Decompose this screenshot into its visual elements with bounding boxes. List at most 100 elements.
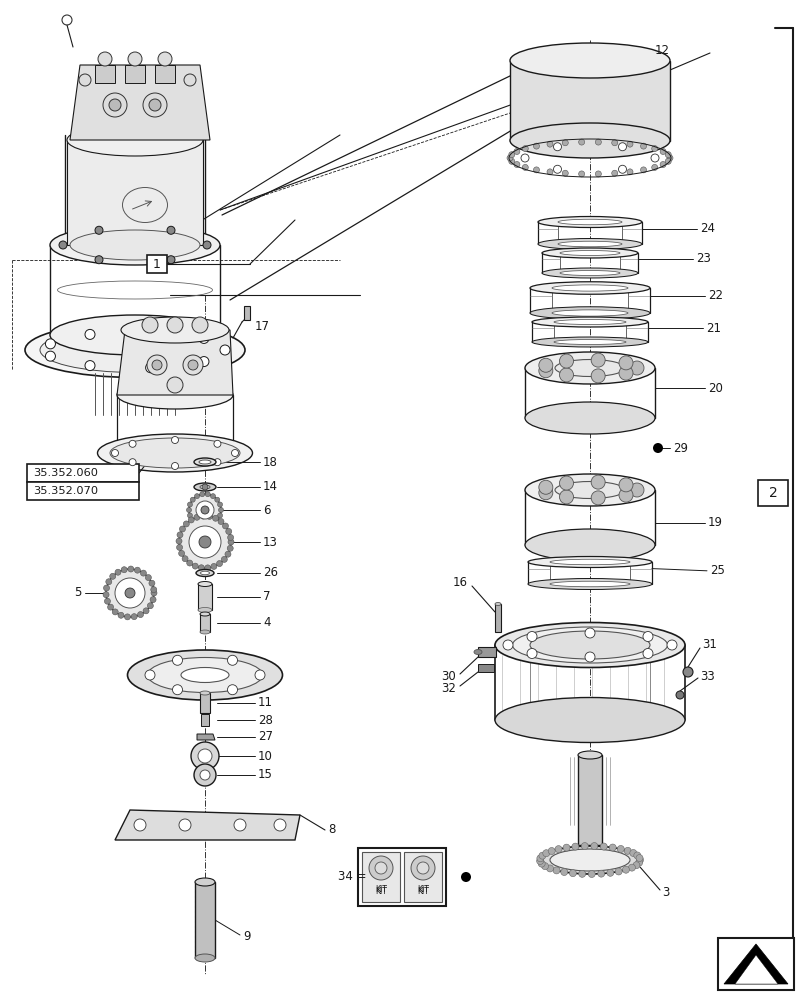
Ellipse shape (557, 241, 621, 247)
Text: 27: 27 (258, 730, 272, 744)
Circle shape (536, 855, 543, 862)
Circle shape (594, 139, 601, 145)
Circle shape (578, 870, 585, 877)
Ellipse shape (70, 230, 200, 260)
Circle shape (178, 516, 230, 568)
Circle shape (145, 327, 156, 337)
Circle shape (213, 440, 221, 447)
Circle shape (227, 545, 233, 551)
Circle shape (553, 165, 561, 173)
Circle shape (632, 862, 639, 869)
Circle shape (547, 848, 555, 855)
Ellipse shape (200, 630, 210, 634)
Circle shape (142, 317, 158, 333)
Circle shape (642, 632, 652, 642)
Ellipse shape (67, 124, 203, 156)
Text: 32: 32 (440, 682, 456, 694)
Circle shape (594, 171, 601, 177)
Circle shape (560, 869, 567, 876)
Text: 22: 22 (707, 289, 722, 302)
Circle shape (184, 74, 195, 86)
Circle shape (539, 852, 545, 859)
Circle shape (624, 847, 630, 854)
Bar (358, 848, 445, 906)
Circle shape (111, 450, 118, 456)
Circle shape (129, 440, 136, 447)
Bar (478, 664, 493, 672)
Circle shape (626, 141, 633, 147)
Circle shape (214, 518, 220, 523)
Ellipse shape (200, 691, 210, 695)
Text: 7: 7 (263, 590, 270, 603)
Circle shape (231, 450, 238, 456)
Text: 12: 12 (654, 44, 669, 57)
Circle shape (222, 523, 228, 529)
Bar (155, 65, 175, 83)
Bar (362, 852, 400, 902)
Text: 6: 6 (263, 504, 270, 516)
Circle shape (191, 742, 219, 770)
Circle shape (115, 569, 121, 575)
Circle shape (217, 513, 222, 518)
Circle shape (121, 567, 127, 573)
Bar (27, 482, 139, 500)
Ellipse shape (554, 360, 624, 376)
Circle shape (227, 534, 234, 540)
Circle shape (521, 164, 528, 170)
Circle shape (521, 146, 528, 152)
Circle shape (640, 167, 646, 173)
Ellipse shape (525, 402, 654, 434)
Circle shape (202, 484, 208, 490)
Circle shape (542, 850, 549, 857)
Text: 10: 10 (258, 750, 272, 762)
Circle shape (375, 862, 387, 874)
Text: 1: 1 (153, 257, 161, 270)
Ellipse shape (531, 317, 647, 327)
Circle shape (190, 497, 195, 502)
Circle shape (571, 843, 578, 850)
Ellipse shape (198, 607, 212, 612)
Circle shape (546, 865, 553, 872)
Text: KIT: KIT (375, 887, 387, 896)
Circle shape (368, 856, 393, 880)
Circle shape (217, 519, 224, 525)
Circle shape (167, 317, 182, 333)
Ellipse shape (200, 571, 209, 575)
Ellipse shape (195, 570, 214, 576)
Ellipse shape (50, 315, 220, 355)
Circle shape (178, 819, 191, 831)
Text: 30: 30 (440, 670, 456, 682)
Circle shape (628, 864, 635, 871)
Circle shape (128, 52, 142, 66)
Text: 18: 18 (263, 456, 277, 468)
Circle shape (599, 843, 607, 850)
Circle shape (651, 146, 657, 152)
Bar (200, 614, 210, 632)
Circle shape (107, 604, 114, 610)
Bar (478, 647, 496, 657)
Ellipse shape (551, 285, 627, 291)
Circle shape (129, 459, 136, 466)
Ellipse shape (127, 650, 282, 700)
Circle shape (217, 561, 222, 567)
Circle shape (227, 655, 237, 665)
Text: 11: 11 (258, 696, 272, 710)
Ellipse shape (560, 270, 620, 275)
Circle shape (559, 490, 573, 504)
Circle shape (199, 536, 211, 548)
Text: 31: 31 (702, 639, 716, 652)
Circle shape (145, 670, 155, 680)
Circle shape (200, 492, 204, 497)
Circle shape (581, 843, 587, 850)
Ellipse shape (495, 602, 500, 605)
Circle shape (171, 462, 178, 470)
Circle shape (213, 459, 221, 466)
Text: 25: 25 (709, 564, 724, 577)
Circle shape (555, 846, 561, 853)
Circle shape (562, 844, 569, 851)
Circle shape (626, 169, 633, 175)
Ellipse shape (525, 529, 654, 561)
Circle shape (194, 514, 200, 520)
Circle shape (187, 513, 192, 518)
Circle shape (187, 502, 192, 507)
